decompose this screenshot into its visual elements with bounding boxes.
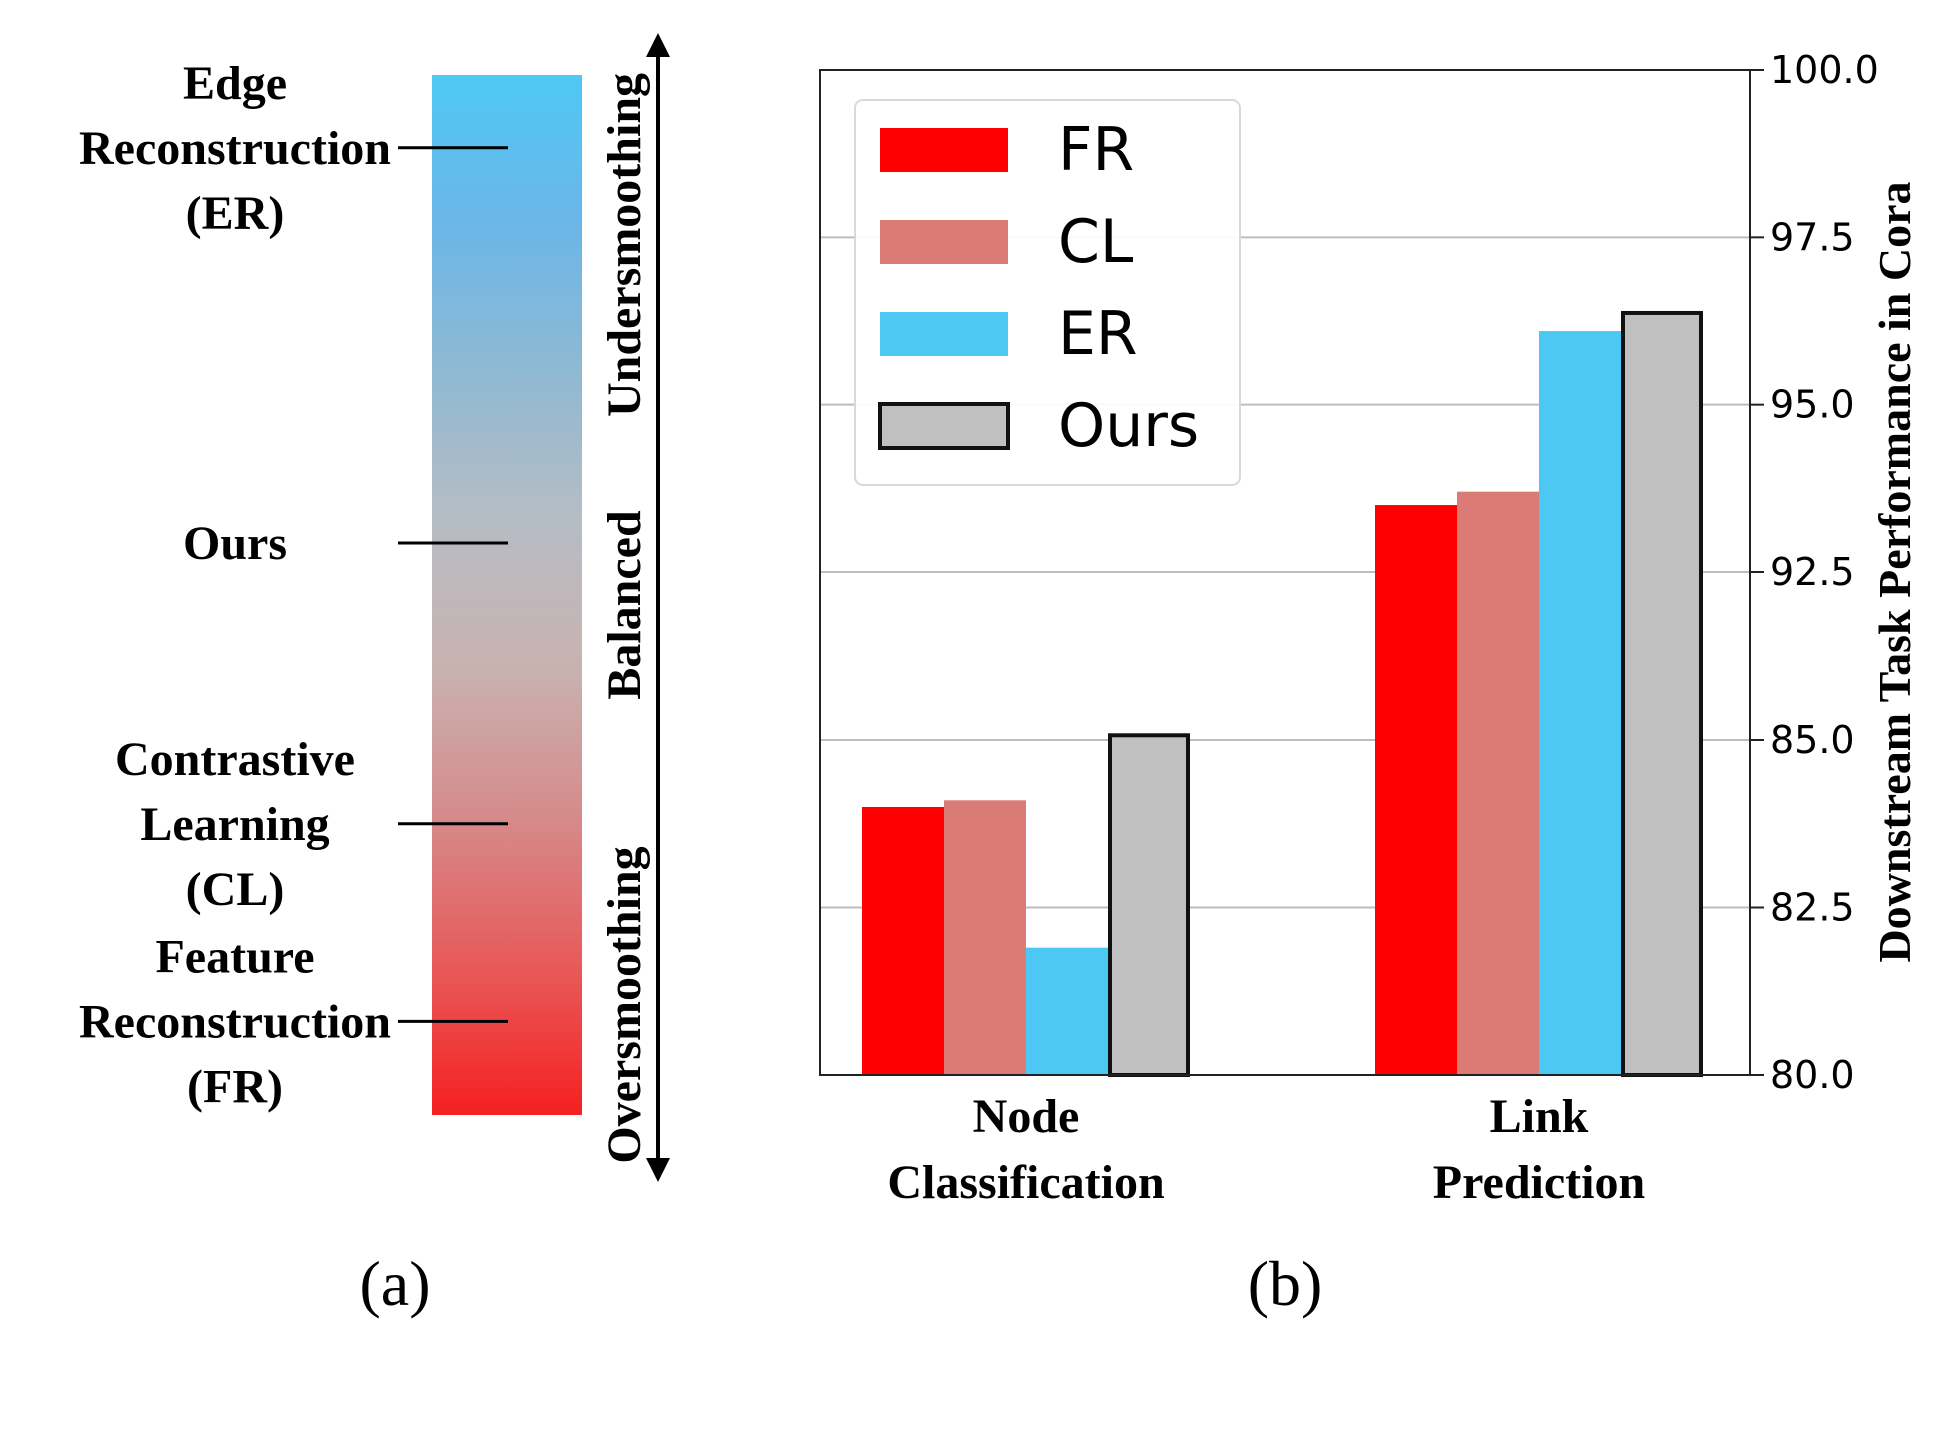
legend-box — [854, 99, 1241, 486]
method-labels: Edge Reconstruction (ER) Ours Contrastive Lea… — [79, 57, 508, 1113]
bar-ours-link-prediction — [1621, 310, 1703, 1077]
method-label-line: Reconstruction — [79, 122, 391, 175]
y-axis-ticks: 80.0 82.5 85.0 92.5 95.0 97.5 100.0 — [1750, 48, 1879, 1097]
y-tick-label: 92.5 — [1770, 550, 1855, 594]
spectrum-label-top: Undersmoothing — [598, 73, 651, 417]
bar-ours-node-classification — [1108, 733, 1190, 1078]
legend-swatch-er — [880, 312, 1008, 356]
method-label-line: Learning — [140, 798, 329, 851]
y-tick-label: 97.5 — [1770, 215, 1855, 259]
x-category-label: Classification — [887, 1156, 1164, 1209]
spectrum-label-middle: Balanced — [598, 510, 651, 700]
legend-swatch-fr — [880, 128, 1008, 172]
x-category-label: Link — [1490, 1090, 1589, 1143]
caption-b: (b) — [1248, 1248, 1323, 1319]
method-label-line: Reconstruction — [79, 995, 391, 1048]
legend-label-cl: CL — [1058, 207, 1134, 277]
legend: FR CL ER Ours — [854, 99, 1241, 486]
method-label-line: (FR) — [187, 1060, 283, 1113]
bars — [862, 310, 1703, 1078]
method-label-line: Edge — [183, 57, 287, 110]
bar-er-node-classification — [1026, 947, 1108, 1075]
x-axis-category-labels: Node Classification Link Prediction — [887, 1090, 1645, 1209]
method-label-line: Contrastive — [115, 733, 355, 786]
method-label-line: (ER) — [186, 187, 285, 240]
method-label-line: Ours — [183, 517, 287, 570]
panel-b-bar-chart: 80.0 82.5 85.0 92.5 95.0 97.5 100.0 Node Classi… — [819, 48, 1920, 1319]
method-label-line: (CL) — [186, 863, 285, 916]
spectrum-axis-labels: Undersmoothing Balanced Oversmoothing — [598, 73, 651, 1164]
bar-fr-node-classification — [862, 807, 944, 1075]
x-category-label: Prediction — [1433, 1156, 1645, 1209]
y-tick-label: 95.0 — [1770, 383, 1855, 427]
legend-label-ours: Ours — [1058, 391, 1199, 461]
method-label-line: Feature — [155, 930, 314, 983]
bar-cl-link-prediction — [1457, 491, 1539, 1075]
spectrum-label-bottom: Oversmoothing — [598, 846, 651, 1163]
panel-a-spectrum: Edge Reconstruction (ER) Ours Contrastive Lea… — [79, 33, 670, 1319]
legend-swatch-ours — [878, 402, 1010, 450]
bar-cl-node-classification — [944, 800, 1026, 1075]
y-tick-label: 100.0 — [1770, 48, 1879, 92]
y-tick-label: 82.5 — [1770, 886, 1855, 930]
legend-label-fr: FR — [1058, 115, 1134, 185]
legend-label-er: ER — [1058, 299, 1138, 369]
bar-er-link-prediction — [1539, 331, 1621, 1075]
legend-swatch-cl — [880, 220, 1008, 264]
caption-a: (a) — [359, 1248, 430, 1319]
y-axis-label: Downstream Task Performance in Cora — [1869, 181, 1920, 962]
x-category-label: Node — [973, 1090, 1080, 1143]
y-tick-label: 80.0 — [1770, 1053, 1855, 1097]
y-tick-label: 85.0 — [1770, 718, 1855, 762]
smoothing-gradient-bar — [432, 75, 582, 1115]
bar-fr-link-prediction — [1375, 505, 1457, 1076]
